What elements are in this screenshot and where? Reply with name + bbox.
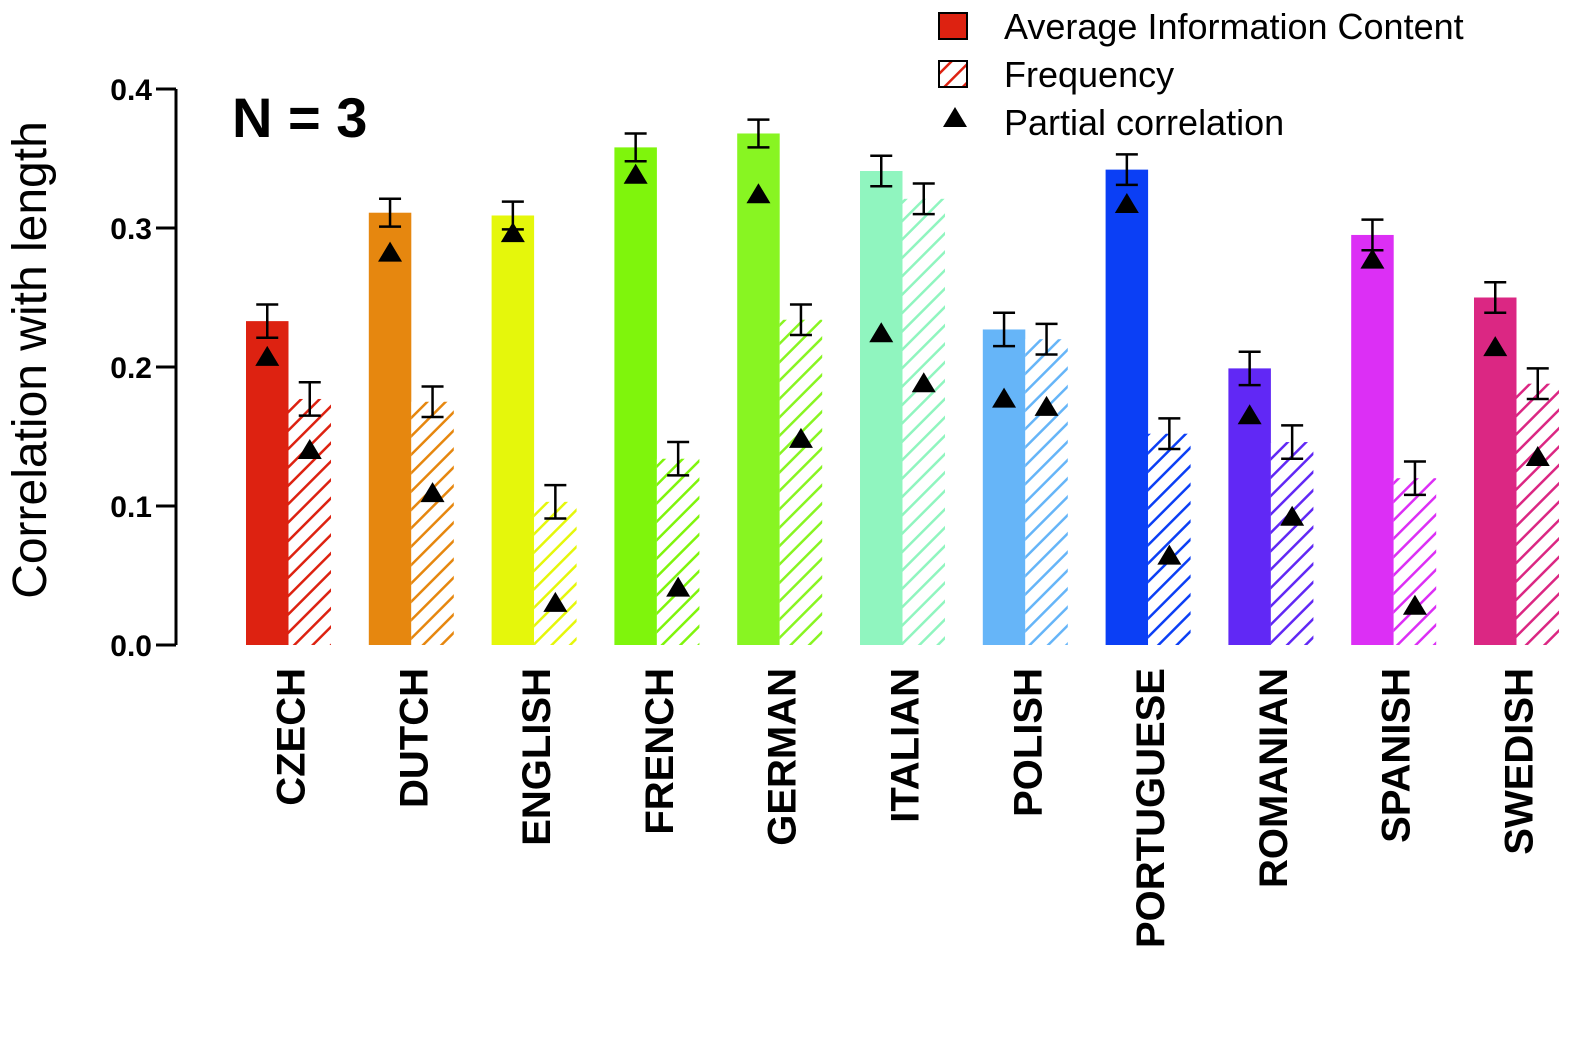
error-bar-portuguese-frequency — [1158, 417, 1181, 451]
partial-correlation-markers — [255, 163, 1550, 615]
legend: Average Information Content Frequency Pa… — [938, 6, 1464, 143]
partial-correlation-marker-romanian-avg-info — [1237, 404, 1262, 425]
legend-swatch-hatched — [938, 60, 968, 88]
bar-italian-frequency — [902, 198, 945, 645]
partial-correlation-marker-polish-frequency — [1034, 395, 1059, 416]
x-tick-label-spanish: SPANISH — [1375, 668, 1419, 843]
partial-correlation-marker-italian-avg-info — [869, 322, 894, 343]
legend-triangle-marker — [943, 107, 967, 127]
x-axis-labels: CZECH DUTCH ENGLISH FRENCH GERMAN ITALIAN POLI… — [270, 668, 1542, 948]
error-bar-dutch-avg-info — [379, 197, 402, 228]
partial-correlation-marker-german-avg-info — [746, 183, 771, 204]
partial-correlation-marker-english-frequency — [543, 591, 568, 612]
bar-german-avg-info — [737, 133, 780, 646]
bar-czech-avg-info — [246, 321, 289, 645]
legend-label-partial-correlation: Partial correlation — [1004, 102, 1284, 143]
bar-german-frequency — [779, 319, 823, 645]
bar-polish-avg-info — [982, 329, 1026, 645]
y-tick-label: 0.3 — [110, 213, 152, 246]
bar-italian-avg-info — [860, 171, 903, 645]
partial-correlation-marker-dutch-frequency — [420, 482, 445, 503]
y-axis-title: Correlation with length — [4, 121, 57, 599]
bars — [246, 133, 1559, 646]
partial-correlation-marker-english-avg-info — [500, 222, 525, 243]
bar-swedish-frequency — [1516, 383, 1559, 645]
partial-correlation-marker-german-frequency — [788, 427, 813, 448]
bar-french-avg-info — [614, 147, 657, 645]
bar-czech-frequency — [288, 398, 331, 645]
partial-correlation-marker-romanian-frequency — [1280, 505, 1305, 526]
partial-correlation-marker-dutch-avg-info — [378, 241, 403, 262]
error-bar-romanian-frequency — [1281, 424, 1304, 460]
partial-correlation-marker-swedish-avg-info — [1483, 336, 1508, 357]
x-tick-label-romanian: ROMANIAN — [1252, 668, 1296, 888]
bar-spanish-avg-info — [1351, 234, 1394, 645]
error-bar-spanish-frequency — [1403, 460, 1426, 497]
partial-correlation-marker-czech-frequency — [297, 439, 322, 460]
error-bar-italian-avg-info — [870, 154, 893, 188]
error-bar-czech-avg-info — [256, 303, 279, 340]
y-tick-label: 0.4 — [110, 74, 152, 107]
error-bar-dutch-frequency — [421, 385, 444, 419]
x-tick-label-italian: ITALIAN — [884, 668, 928, 823]
error-bar-english-frequency — [544, 483, 567, 520]
partial-correlation-marker-french-avg-info — [623, 163, 648, 184]
bar-dutch-frequency — [411, 401, 454, 645]
error-bar-italian-frequency — [912, 182, 935, 216]
error-bar-polish-avg-info — [993, 311, 1016, 348]
legend-label-average-information-content: Average Information Content — [1004, 6, 1464, 47]
bar-polish-frequency — [1025, 339, 1068, 645]
y-tick-label: 0.2 — [110, 352, 152, 385]
error-bars — [256, 118, 1549, 520]
x-tick-label-portuguese: PORTUGUESE — [1129, 668, 1173, 948]
partial-correlation-marker-swedish-frequency — [1525, 445, 1550, 466]
error-bar-french-avg-info — [624, 132, 647, 163]
error-bar-czech-frequency — [298, 381, 321, 417]
legend-label-frequency: Frequency — [1004, 54, 1174, 95]
bar-portuguese-frequency — [1148, 433, 1191, 645]
legend-swatch-solid — [938, 12, 968, 40]
partial-correlation-marker-portuguese-avg-info — [1114, 192, 1139, 213]
partial-correlation-marker-spanish-frequency — [1402, 594, 1427, 615]
bar-english-frequency — [534, 501, 577, 645]
error-bar-swedish-frequency — [1526, 367, 1549, 401]
error-bar-french-frequency — [667, 440, 690, 477]
bar-romanian-frequency — [1270, 442, 1314, 645]
x-tick-label-german: GERMAN — [761, 668, 805, 846]
x-tick-label-french: FRENCH — [638, 668, 682, 835]
n-annotation: N = 3 — [232, 86, 367, 149]
partial-correlation-marker-portuguese-frequency — [1157, 544, 1182, 565]
y-axis: 0.0 0.1 0.2 0.3 0.4 — [110, 74, 178, 663]
error-bar-polish-frequency — [1035, 322, 1058, 356]
partial-correlation-marker-italian-frequency — [911, 372, 936, 393]
y-tick-label: 0.1 — [110, 491, 152, 524]
x-tick-label-dutch: DUTCH — [392, 668, 436, 808]
error-bar-portuguese-avg-info — [1115, 153, 1138, 187]
x-tick-label-english: ENGLISH — [515, 668, 559, 846]
bar-spanish-frequency — [1393, 478, 1437, 645]
bar-english-avg-info — [491, 215, 535, 646]
bar-french-frequency — [656, 458, 700, 645]
x-tick-label-czech: CZECH — [270, 668, 314, 806]
error-bar-german-frequency — [789, 303, 812, 337]
x-tick-label-polish: POLISH — [1006, 668, 1050, 817]
bar-dutch-avg-info — [368, 212, 412, 645]
error-bar-swedish-avg-info — [1484, 280, 1507, 315]
bar-portuguese-avg-info — [1105, 169, 1149, 645]
partial-correlation-marker-polish-avg-info — [992, 387, 1017, 408]
partial-correlation-marker-spanish-avg-info — [1360, 248, 1385, 269]
partial-correlation-marker-french-frequency — [666, 576, 691, 597]
error-bar-romanian-avg-info — [1238, 350, 1261, 387]
y-tick-label: 0.0 — [110, 630, 152, 663]
partial-correlation-marker-czech-avg-info — [255, 345, 280, 366]
error-bar-german-avg-info — [747, 118, 770, 149]
x-tick-label-swedish: SWEDISH — [1498, 668, 1542, 855]
